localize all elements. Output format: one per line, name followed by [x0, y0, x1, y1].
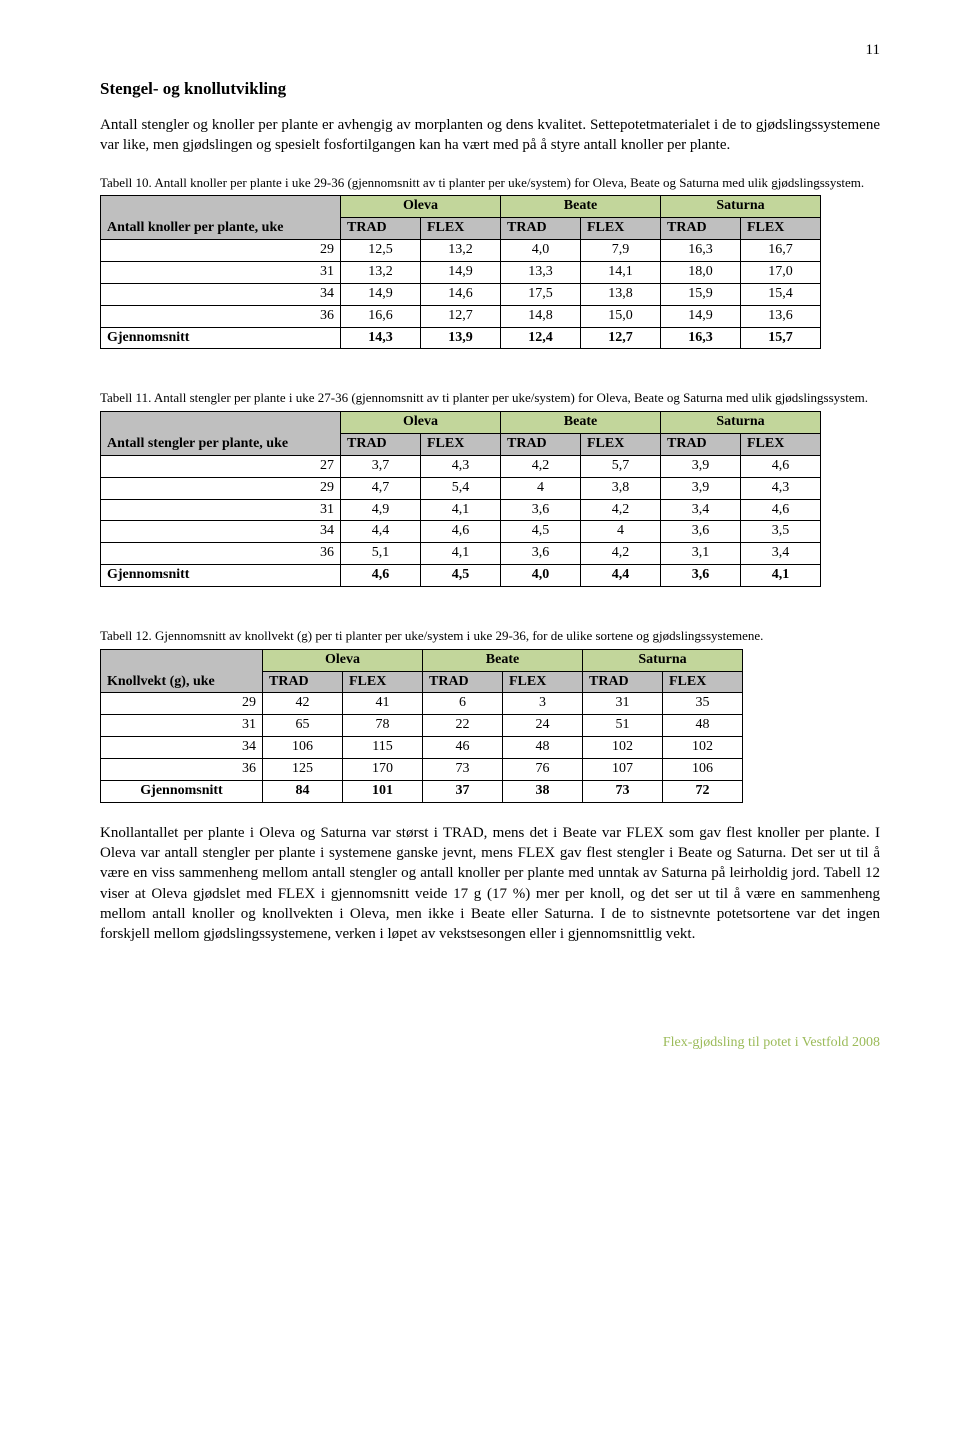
table-row-sum: Gjennomsnitt14,313,912,412,716,315,7: [101, 327, 821, 349]
table11-sub-4: TRAD: [661, 433, 741, 455]
table11-sub-3: FLEX: [581, 433, 661, 455]
table12-group-2: Saturna: [583, 649, 743, 671]
intro-paragraph: Antall stengler og knoller per plante er…: [100, 115, 880, 156]
table-row-sum: Gjennomsnitt4,64,54,04,43,64,1: [101, 565, 821, 587]
table12-caption: Tabell 12. Gjennomsnitt av knollvekt (g)…: [100, 627, 880, 645]
table12-group-1: Beate: [423, 649, 583, 671]
table-row: 273,74,34,25,73,94,6: [101, 455, 821, 477]
section-heading: Stengel- og knollutvikling: [100, 78, 880, 101]
table11: Antall stengler per plante, uke Oleva Be…: [100, 411, 821, 587]
table12-sub-0: TRAD: [263, 671, 343, 693]
table11-sub-0: TRAD: [341, 433, 421, 455]
table12-sub-3: FLEX: [503, 671, 583, 693]
table-row: 341061154648102102: [101, 737, 743, 759]
table-row: 3414,914,617,513,815,915,4: [101, 283, 821, 305]
table11-group-2: Saturna: [661, 412, 821, 434]
table11-sub-5: FLEX: [741, 433, 821, 455]
table12-group-0: Oleva: [263, 649, 423, 671]
table12-rowlabel: Knollvekt (g), uke: [101, 649, 263, 693]
table-row: 3113,214,913,314,118,017,0: [101, 261, 821, 283]
table12: Knollvekt (g), uke Oleva Beate Saturna T…: [100, 649, 743, 803]
table11-caption: Tabell 11. Antall stengler per plante i …: [100, 389, 880, 407]
table-row-sum: Gjennomsnitt8410137387372: [101, 781, 743, 803]
page-number: 11: [100, 40, 880, 60]
table-row: 2912,513,24,07,916,316,7: [101, 240, 821, 262]
table10-sub-1: FLEX: [421, 218, 501, 240]
table11-sub-2: TRAD: [501, 433, 581, 455]
table11-sub-1: FLEX: [421, 433, 501, 455]
table10-sub-2: TRAD: [501, 218, 581, 240]
table-row: 294241633135: [101, 693, 743, 715]
table10-group-0: Oleva: [341, 196, 501, 218]
table-row: 365,14,13,64,23,13,4: [101, 543, 821, 565]
table12-sub-4: TRAD: [583, 671, 663, 693]
table-row: 294,75,443,83,94,3: [101, 477, 821, 499]
footer-text: Flex-gjødsling til potet i Vestfold 2008: [100, 1034, 880, 1053]
table-row: 31657822245148: [101, 715, 743, 737]
table12-sub-1: FLEX: [343, 671, 423, 693]
table11-group-1: Beate: [501, 412, 661, 434]
table10-sub-4: TRAD: [661, 218, 741, 240]
table-row: 3616,612,714,815,014,913,6: [101, 305, 821, 327]
table10-sub-0: TRAD: [341, 218, 421, 240]
table-row: 361251707376107106: [101, 759, 743, 781]
table11-rowlabel: Antall stengler per plante, uke: [101, 412, 341, 456]
table10: Antall knoller per plante, uke Oleva Bea…: [100, 195, 821, 349]
table10-sub-3: FLEX: [581, 218, 661, 240]
table12-sub-5: FLEX: [663, 671, 743, 693]
table-row: 344,44,64,543,63,5: [101, 521, 821, 543]
table10-caption: Tabell 10. Antall knoller per plante i u…: [100, 174, 880, 192]
discussion-paragraph: Knollantallet per plante i Oleva og Satu…: [100, 823, 880, 945]
table-row: 314,94,13,64,23,44,6: [101, 499, 821, 521]
table10-rowlabel: Antall knoller per plante, uke: [101, 196, 341, 240]
table11-group-0: Oleva: [341, 412, 501, 434]
table12-sub-2: TRAD: [423, 671, 503, 693]
table10-group-2: Saturna: [661, 196, 821, 218]
table10-group-1: Beate: [501, 196, 661, 218]
table10-sub-5: FLEX: [741, 218, 821, 240]
